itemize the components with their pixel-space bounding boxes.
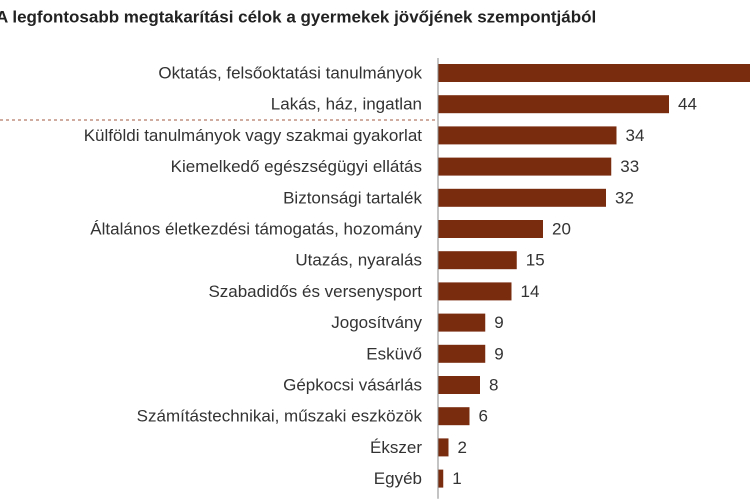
- bar: [438, 438, 449, 457]
- bar: [438, 188, 606, 207]
- category-label: Szabadidős és versenysport: [208, 282, 422, 301]
- bar: [438, 282, 512, 301]
- bar: [438, 313, 486, 332]
- value-label: 1: [452, 469, 461, 488]
- value-label: 9: [494, 344, 503, 363]
- value-label: 6: [479, 407, 488, 426]
- value-label: 34: [626, 126, 645, 145]
- value-label: 44: [678, 95, 697, 114]
- bar: [438, 157, 612, 176]
- value-label: 15: [526, 251, 545, 270]
- bar: [438, 251, 517, 270]
- category-label: Egyéb: [374, 469, 422, 488]
- category-label: Kiemelkedő egészségügyi ellátás: [171, 157, 422, 176]
- category-label: Utazás, nyaralás: [295, 251, 422, 270]
- category-label: Ékszer: [370, 438, 422, 457]
- value-label: 2: [458, 438, 467, 457]
- category-label: Oktatás, felsőoktatási tanulmányok: [158, 63, 422, 82]
- value-label: 33: [620, 157, 639, 176]
- value-label: 32: [615, 188, 634, 207]
- bar: [438, 126, 617, 145]
- bar: [438, 95, 669, 114]
- category-label: Külföldi tanulmányok vagy szakmai gyakor…: [84, 126, 423, 145]
- value-label: 8: [489, 375, 498, 394]
- bar: [438, 376, 480, 394]
- value-label: 20: [552, 219, 571, 238]
- category-label: Esküvő: [366, 344, 422, 363]
- category-label: Jogosítvány: [331, 313, 422, 332]
- bar: [438, 407, 470, 426]
- category-label: Gépkocsi vásárlás: [283, 375, 422, 394]
- bar: [438, 64, 750, 82]
- chart-title: A legfontosabb megtakarítási célok a gye…: [0, 7, 596, 26]
- value-label: 14: [521, 282, 540, 301]
- category-label: Lakás, ház, ingatlan: [271, 95, 422, 114]
- bar: [438, 220, 543, 238]
- category-label: Számítástechnikai, műszaki eszközök: [137, 407, 423, 426]
- value-label: 9: [494, 313, 503, 332]
- bar: [438, 469, 444, 488]
- bar: [438, 344, 486, 363]
- category-label: Általános életkezdési támogatás, hozomán…: [90, 219, 422, 238]
- category-label: Biztonsági tartalék: [283, 188, 422, 207]
